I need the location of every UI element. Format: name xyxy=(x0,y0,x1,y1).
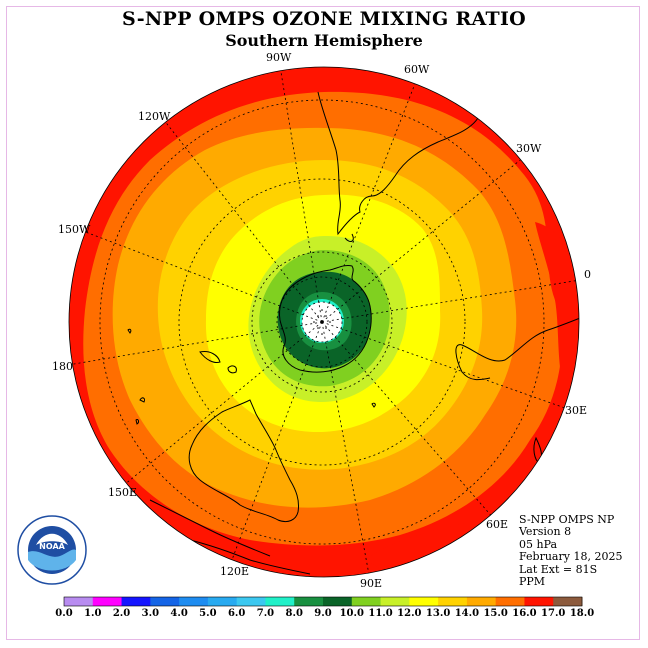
map-title: S-NPP OMPS OZONE MIXING RATIO xyxy=(121,8,527,30)
colorbar-swatch xyxy=(92,597,123,606)
lon-label-90e: 90E xyxy=(360,577,383,590)
colorbar-swatch xyxy=(150,597,180,606)
lon-label-60e: 60E xyxy=(486,518,509,531)
colorbar-swatch xyxy=(466,597,497,606)
info-pressure: 05 hPa xyxy=(519,537,558,551)
info-unit: PPM xyxy=(519,575,546,589)
colorbar-swatch xyxy=(207,597,238,606)
lon-label-60w: 60W xyxy=(404,63,430,76)
colorbar-tick-label: 10.0 xyxy=(339,608,364,619)
colorbar-swatch xyxy=(121,597,151,606)
lon-label-0: 0 xyxy=(584,268,591,281)
lon-label-120w: 120W xyxy=(138,110,171,123)
colorbar-swatch xyxy=(380,597,410,606)
info-instrument: S-NPP OMPS NP xyxy=(519,513,615,526)
colorbar-outline xyxy=(63,596,583,607)
colorbar-swatch xyxy=(236,597,266,606)
lon-label-30w: 30W xyxy=(516,142,542,155)
coastlines xyxy=(127,89,579,575)
colorbar-swatch xyxy=(495,597,525,606)
lon-label-150e: 150E xyxy=(108,486,138,499)
colorbar-swatch xyxy=(524,597,554,606)
latitude-lines xyxy=(99,99,545,545)
colorbar-tick-label: 0.0 xyxy=(55,608,73,619)
colorbar-swatch xyxy=(265,597,295,606)
colorbar-tick-label: 13.0 xyxy=(425,608,451,619)
colorbar-tick-label: 2.0 xyxy=(112,608,131,619)
figure-frame xyxy=(6,6,640,640)
lon-label-120e: 120E xyxy=(220,565,250,578)
colorbar-tick-label: 5.0 xyxy=(199,608,217,619)
colorbar-tick-label: 14.0 xyxy=(454,608,480,619)
colorbar-swatch xyxy=(553,597,583,606)
map-boundary xyxy=(68,66,580,578)
lon-label-30e: 30E xyxy=(565,404,588,417)
colorbar-swatch xyxy=(438,597,468,606)
info-date: February 18, 2025 xyxy=(519,550,623,564)
meridian-lines xyxy=(69,67,579,577)
colorbar-tick-label: 18.0 xyxy=(569,608,595,619)
colorbar-tick-label: 8.0 xyxy=(285,608,303,619)
colorbar-tick-label: 11.0 xyxy=(368,608,393,619)
colorbar-tick-label: 6.0 xyxy=(227,608,246,619)
colorbar-tick-label: 9.0 xyxy=(314,608,332,619)
info-block: S-NPP OMPS NP Version 8 05 hPa February … xyxy=(519,513,623,589)
colorbar-swatch xyxy=(323,597,353,606)
colorbar-tick-label: 3.0 xyxy=(141,608,160,619)
colorbar-swatch xyxy=(351,597,382,606)
colorbar-tick-label: 15.0 xyxy=(483,608,508,619)
map-subtitle: Southern Hemisphere xyxy=(225,31,423,50)
colorbar xyxy=(63,596,583,607)
lon-label-90w: 90W xyxy=(266,51,292,64)
info-lat-ext: Lat Ext = 81S xyxy=(519,562,598,576)
colorbar-swatch xyxy=(64,597,94,606)
lon-label-150w: 150W xyxy=(58,223,91,236)
colorbar-tick-label: 17.0 xyxy=(541,608,566,619)
info-version: Version 8 xyxy=(519,525,572,539)
colorbar-tick-label: 16.0 xyxy=(512,608,537,619)
colorbar-swatch xyxy=(294,597,324,606)
lon-label-180: 180 xyxy=(52,360,73,373)
colorbar-swatch xyxy=(409,597,439,606)
colorbar-tick-label: 1.0 xyxy=(84,608,102,619)
colorbar-tick-label: 12.0 xyxy=(397,608,422,619)
colorbar-tick-label: 4.0 xyxy=(170,608,188,619)
colorbar-swatch xyxy=(179,597,209,606)
colorbar-tick-label: 7.0 xyxy=(256,608,275,619)
